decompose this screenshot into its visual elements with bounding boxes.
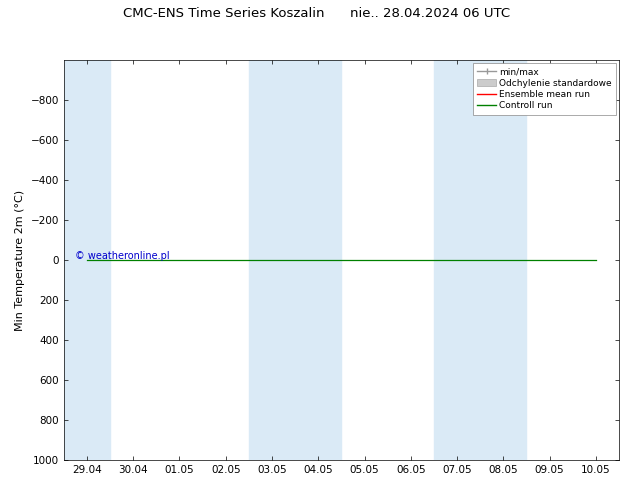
Text: © weatheronline.pl: © weatheronline.pl xyxy=(75,251,169,261)
Legend: min/max, Odchylenie standardowe, Ensemble mean run, Controll run: min/max, Odchylenie standardowe, Ensembl… xyxy=(473,63,616,115)
Bar xyxy=(249,60,341,460)
Bar xyxy=(434,60,526,460)
Y-axis label: Min Temperature 2m (°C): Min Temperature 2m (°C) xyxy=(15,190,25,331)
Bar xyxy=(64,60,110,460)
Text: CMC-ENS Time Series Koszalin      nie.. 28.04.2024 06 UTC: CMC-ENS Time Series Koszalin nie.. 28.04… xyxy=(124,7,510,21)
